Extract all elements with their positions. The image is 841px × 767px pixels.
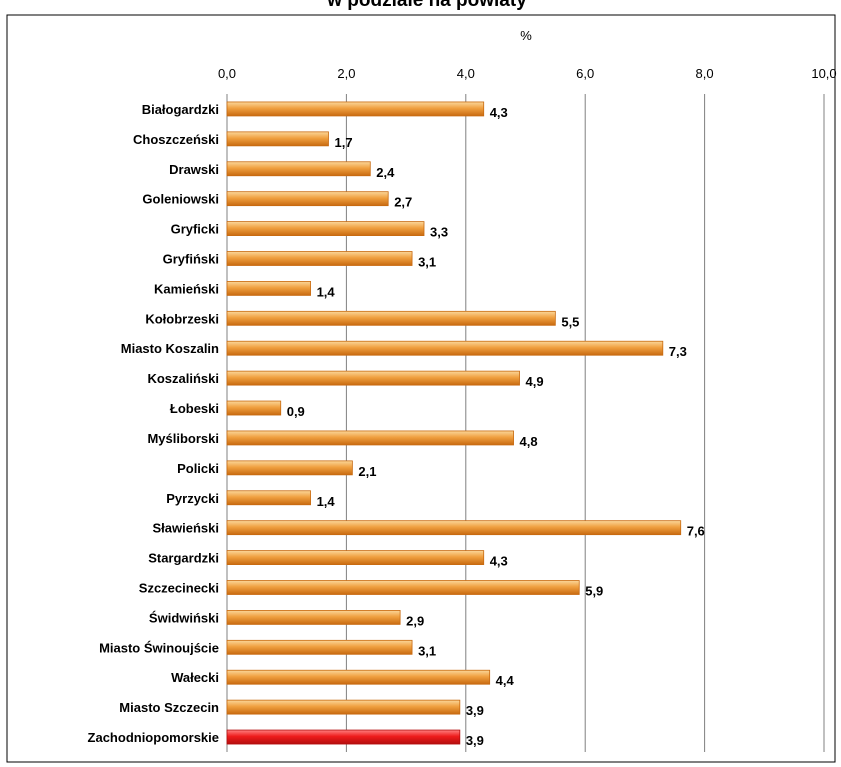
category-label: Drawski — [169, 162, 219, 177]
bar — [226, 370, 520, 386]
bar-highlight — [226, 729, 461, 745]
bar — [226, 101, 485, 117]
bar — [226, 430, 514, 446]
bar — [226, 251, 413, 266]
value-label: 3,3 — [430, 225, 448, 240]
category-label: Myśliborski — [147, 431, 219, 446]
value-label: 2,1 — [358, 464, 376, 479]
x-tick-label: 2,0 — [337, 66, 355, 81]
bars — [226, 101, 682, 745]
bar — [226, 610, 401, 625]
category-label: Kołobrzeski — [145, 311, 219, 326]
bar — [226, 221, 425, 236]
category-label: Miasto Szczecin — [119, 700, 219, 715]
category-label: Wałecki — [171, 670, 219, 685]
bar — [226, 400, 282, 416]
value-label: 1,4 — [317, 284, 336, 299]
bar — [226, 161, 371, 177]
value-label: 7,6 — [687, 524, 705, 539]
category-label: Gryficki — [171, 222, 219, 237]
category-label: Gryfiński — [163, 252, 219, 267]
category-label: Policki — [177, 461, 219, 476]
category-label: Szczecinecki — [139, 581, 219, 596]
plot-frame — [6, 14, 836, 763]
bar — [226, 490, 311, 506]
category-label: Sławieński — [153, 521, 219, 536]
bar — [226, 340, 664, 356]
bar — [226, 669, 491, 685]
category-label: Łobeski — [170, 401, 219, 416]
value-labels: 4,3 1,7 2,4 2,7 3,3 3,1 1,4 5,5 7,3 4,9 0,9 4,8 2,1 1… — [287, 105, 705, 748]
chart-title: w podziale na powiaty — [326, 0, 527, 11]
category-label: Stargardzki — [148, 551, 219, 566]
bar — [226, 520, 682, 536]
value-label: 7,3 — [669, 344, 687, 359]
category-label: Miasto Koszalin — [121, 341, 219, 356]
x-tick-label: 4,0 — [457, 66, 475, 81]
category-label: Zachodniopomorskie — [88, 730, 219, 745]
bar — [226, 131, 329, 147]
category-label: Koszaliński — [147, 371, 219, 386]
category-label: Świdwiński — [149, 610, 219, 625]
value-label: 3,1 — [418, 643, 436, 658]
value-label: 5,9 — [585, 584, 603, 599]
value-label: 2,7 — [394, 195, 412, 210]
value-label: 2,9 — [406, 613, 424, 628]
value-label: 1,4 — [317, 494, 336, 509]
category-label: Miasto Świnoujście — [99, 640, 219, 655]
bar — [226, 191, 389, 207]
bar — [226, 580, 580, 595]
x-axis-unit-label: % — [520, 28, 532, 43]
category-label: Pyrzycki — [166, 491, 219, 506]
category-label: Goleniowski — [142, 192, 219, 207]
value-label: 3,1 — [418, 255, 436, 270]
bar — [226, 310, 556, 326]
x-tick-label: 0,0 — [218, 66, 236, 81]
value-label: 3,9 — [466, 703, 484, 718]
x-tick-label: 6,0 — [576, 66, 594, 81]
value-label: 4,9 — [526, 374, 544, 389]
bar — [226, 550, 485, 565]
x-axis-ticks: 0,0 2,0 4,0 6,0 8,0 10,0 — [218, 66, 837, 81]
x-tick-label: 10,0 — [811, 66, 836, 81]
value-label: 3,9 — [466, 733, 484, 748]
value-label: 5,5 — [561, 314, 579, 329]
category-label: Kamieński — [154, 281, 219, 296]
value-label: 1,7 — [334, 135, 352, 150]
category-label: Choszczeński — [133, 132, 219, 147]
category-label: Białogardzki — [142, 102, 219, 117]
bar — [226, 460, 353, 476]
value-label: 0,9 — [287, 404, 305, 419]
value-label: 4,3 — [490, 105, 508, 120]
value-label: 4,3 — [490, 554, 508, 569]
category-labels: Białogardzki Choszczeński Drawski Goleniows… — [88, 102, 220, 745]
value-label: 2,4 — [376, 165, 395, 180]
bar — [226, 281, 311, 296]
value-label: 4,8 — [520, 434, 538, 449]
value-label: 4,4 — [496, 673, 515, 688]
x-tick-label: 8,0 — [696, 66, 714, 81]
bar — [226, 639, 413, 655]
bar — [226, 699, 461, 715]
